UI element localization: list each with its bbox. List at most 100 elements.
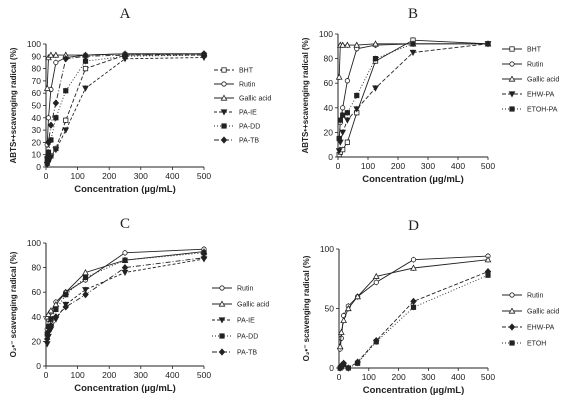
legend-marker (508, 91, 516, 98)
legend-marker (508, 307, 516, 314)
y-tick-label: 20 (32, 336, 42, 346)
x-tick-label: 0 (44, 370, 49, 380)
data-point (354, 293, 362, 300)
series-line (46, 57, 205, 165)
data-point (372, 272, 380, 279)
legend-marker (218, 300, 226, 307)
legend-label: BHT (239, 68, 254, 75)
series-ehw-pa (335, 40, 492, 155)
legend-entry: EHW-PA (502, 323, 555, 332)
legend-entry: Gallic acid (502, 75, 559, 84)
panel-title: D (408, 218, 419, 234)
series-line (338, 39, 489, 155)
chart-panel-c: C 0 100 200 300 400 500 0 20 40 60 80 100 Concentrati… (9, 216, 269, 394)
y-tick-label: 100 (320, 244, 334, 254)
legend-label: Rutin (527, 293, 543, 300)
data-point (63, 88, 69, 94)
data-point (82, 274, 89, 281)
data-point (82, 66, 89, 72)
y-tick-label: 100 (27, 39, 41, 49)
legend-marker (509, 106, 515, 112)
y-tick-label: 60 (324, 78, 334, 88)
legend-entry: ETOH (502, 340, 546, 348)
y-axis-label: O₂•⁻ scavenging radical (%) (302, 255, 311, 361)
data-point (200, 50, 208, 58)
data-point (45, 327, 52, 336)
legend-entry: ETOH-PA (502, 106, 558, 114)
data-point (337, 328, 345, 335)
data-point (335, 148, 343, 155)
legend-entry: EHW-PA (502, 91, 555, 99)
series-pa-tb (43, 254, 208, 343)
legend-marker (509, 340, 515, 346)
data-point (340, 316, 348, 324)
data-point (43, 153, 51, 161)
legend-marker (508, 75, 516, 82)
x-tick-label: 500 (481, 372, 495, 382)
data-point (122, 257, 128, 263)
x-axis-label: Concentration (µg/mL) (74, 184, 176, 195)
legend-entry: Rutin (502, 292, 543, 300)
data-point (340, 105, 346, 111)
y-tick-label: 50 (32, 101, 42, 111)
legend-label: ETOH-PA (527, 107, 558, 114)
data-point (410, 304, 417, 310)
data-point (45, 310, 52, 317)
data-point (62, 55, 69, 63)
y-tick-label: 60 (32, 88, 42, 98)
data-point (344, 139, 350, 145)
data-point (82, 52, 89, 60)
data-point (47, 51, 55, 58)
y-tick-label: 80 (32, 263, 42, 273)
y-axis-label: ABTS•+scavenging radical (%) (301, 37, 310, 153)
data-point (45, 138, 52, 146)
legend-label: PA-DD (239, 124, 260, 131)
legend-marker (219, 285, 225, 291)
data-point (47, 121, 55, 129)
chart-panel-d: D 0 100 200 300 400 500 0 50 100 Concentration (µg… (302, 218, 559, 396)
x-tick-label: 0 (44, 171, 49, 181)
data-point (344, 78, 350, 84)
legend-label: BHT (527, 47, 542, 54)
series-bht (44, 52, 207, 167)
data-point (52, 313, 60, 321)
data-point (336, 343, 344, 350)
data-point (200, 254, 208, 262)
data-point (52, 99, 60, 107)
series-line (339, 274, 489, 369)
legend-entry: Rutin (212, 285, 253, 293)
legend-entry: BHT (502, 46, 542, 54)
panel-title: B (408, 6, 418, 22)
data-point (343, 41, 351, 48)
y-tick-label: 70 (32, 76, 42, 86)
series-rutin (44, 50, 207, 148)
legend-marker (220, 109, 228, 116)
legend-label: Gallic acid (527, 77, 559, 84)
chart-panel-a: A 0 100 200 300 400 500 0 10 20 30 40 50 60 70 80 90 100 C… (9, 6, 271, 195)
data-point (63, 292, 69, 298)
y-tick-label: 40 (32, 113, 42, 123)
data-point (355, 360, 361, 366)
data-point (485, 41, 491, 47)
y-tick-label: 100 (319, 29, 333, 39)
legend-label: Gallic acid (239, 96, 271, 103)
series-line (46, 54, 204, 164)
series-line (338, 43, 489, 151)
data-point (345, 365, 351, 371)
x-tick-label: 300 (421, 161, 435, 171)
data-point (82, 287, 89, 294)
data-point (484, 256, 492, 263)
legend-entry: PA-IE (214, 109, 257, 117)
series-line (46, 53, 205, 158)
y-tick-label: 0 (36, 361, 41, 371)
x-tick-label: 100 (361, 161, 375, 171)
data-point (341, 361, 347, 368)
series-etoh (337, 272, 491, 371)
legend-entry: Gallic acid (502, 307, 559, 316)
data-point (52, 51, 60, 58)
data-point (410, 257, 417, 263)
legend-marker (509, 61, 515, 67)
data-point (121, 51, 129, 59)
x-tick-label: 400 (165, 171, 179, 181)
